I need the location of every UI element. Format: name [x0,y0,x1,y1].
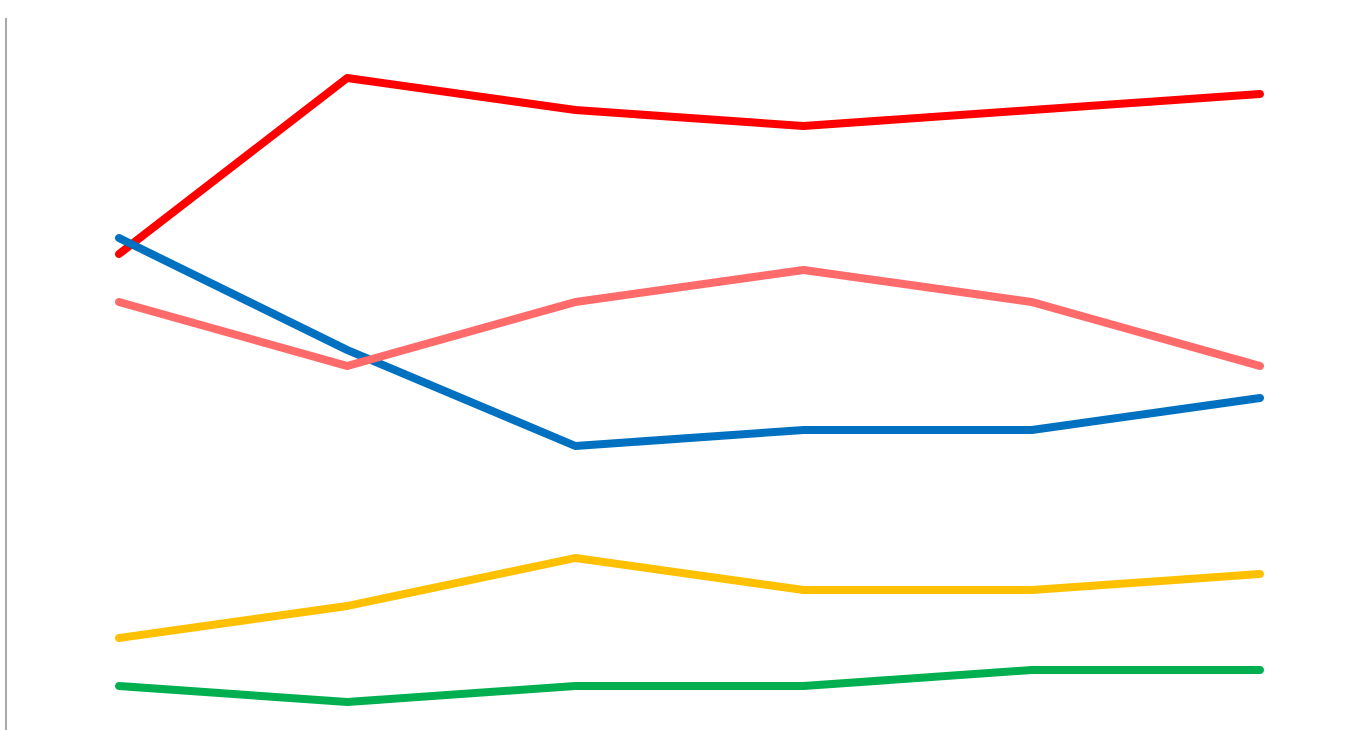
series-1-line [115,74,1264,258]
series-2-line [115,234,1264,450]
series-2 [115,234,1264,450]
series-1 [115,74,1264,258]
series-4 [115,554,1264,642]
series-layer [115,74,1264,706]
series-3 [115,266,1264,370]
series-4-line [115,554,1264,642]
series-3-line [115,266,1264,370]
series-5-line [115,666,1264,706]
series-5 [115,666,1264,706]
